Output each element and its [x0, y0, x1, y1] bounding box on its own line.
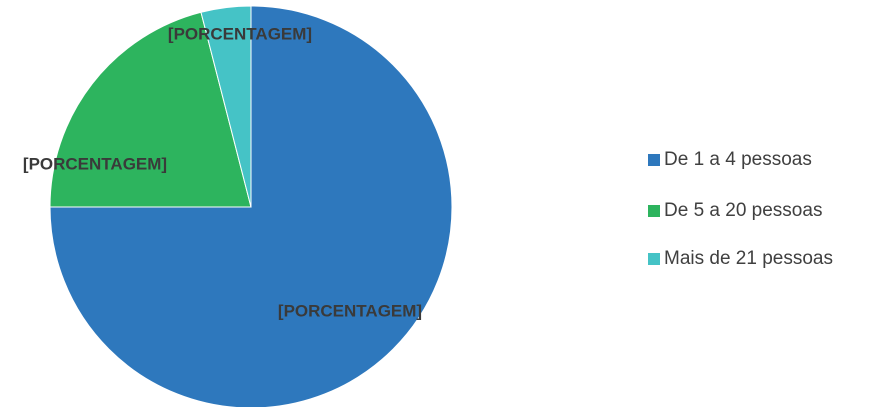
data-label: [PORCENTAGEM]	[278, 301, 422, 320]
legend-swatch	[648, 205, 660, 217]
legend-label: Mais de 21 pessoas	[664, 248, 833, 269]
pie-slice	[49, 11, 252, 208]
legend-label: De 5 a 20 pessoas	[664, 200, 822, 221]
data-label: [PORCENTAGEM]	[23, 154, 167, 173]
pie-slice	[200, 5, 252, 208]
data-label: [PORCENTAGEM]	[168, 24, 312, 43]
legend-label: De 1 a 4 pessoas	[664, 149, 812, 170]
legend-swatch	[648, 253, 660, 265]
legend-swatch	[648, 154, 660, 166]
